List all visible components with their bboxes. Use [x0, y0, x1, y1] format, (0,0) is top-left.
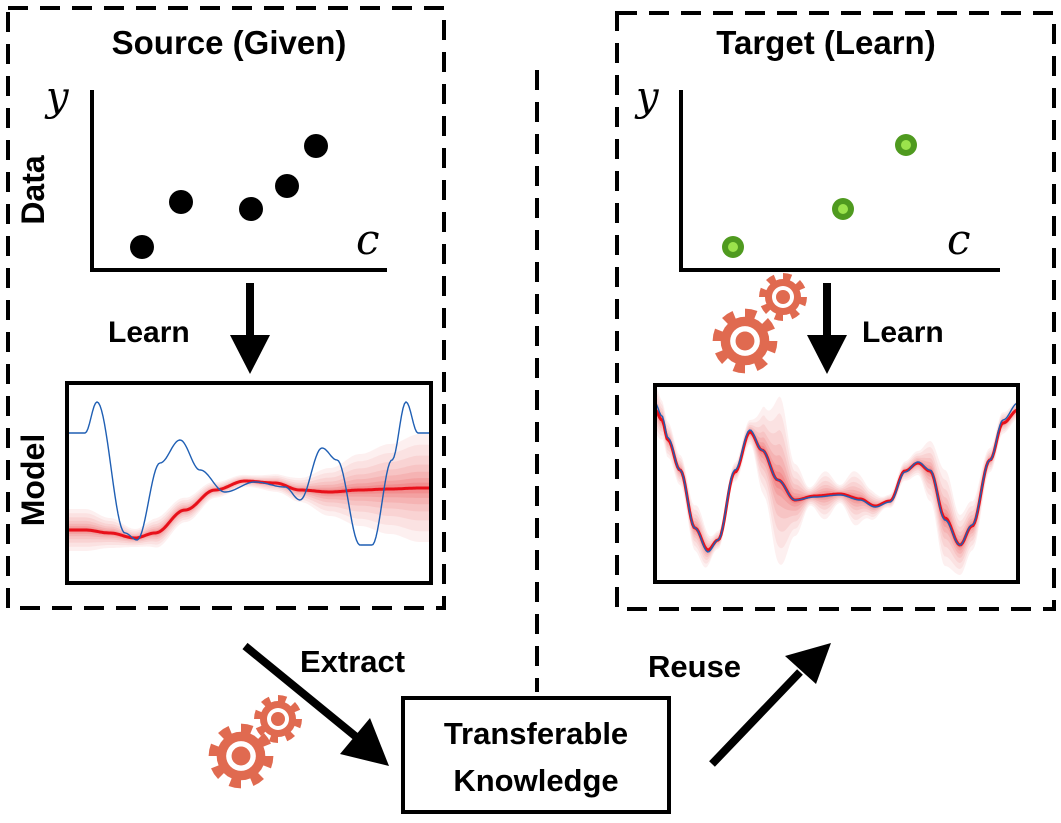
source-data-label: Data	[15, 155, 51, 225]
target-data-point-center	[728, 242, 738, 252]
target-data-point-center	[901, 140, 911, 150]
source-data-point	[239, 197, 263, 221]
source-axes	[90, 90, 387, 272]
target-data-point-center	[838, 204, 848, 214]
reuse-label: Reuse	[648, 649, 741, 684]
source-learn-label: Learn	[108, 316, 190, 349]
source-data-point	[304, 134, 328, 158]
source-data-point	[275, 174, 299, 198]
knowledge-label-line2: Knowledge	[453, 763, 618, 798]
gear-icon	[712, 308, 778, 374]
true-function-curve	[67, 401, 430, 546]
uncertainty-band	[67, 471, 430, 541]
gear-icon	[254, 695, 302, 743]
extract-label: Extract	[300, 644, 405, 679]
target-axes	[679, 90, 1000, 272]
source-data-point	[130, 235, 154, 259]
target-model-frame	[653, 383, 1020, 584]
source-title: Source (Given)	[112, 24, 347, 61]
source-data-plot: y c	[44, 74, 387, 272]
target-learn-label: Learn	[862, 316, 944, 349]
target-title: Target (Learn)	[716, 24, 935, 61]
source-x-axis-symbol: c	[356, 215, 380, 264]
reuse-arrow	[709, 669, 803, 767]
source-learn-arrowhead	[230, 335, 270, 374]
uncertainty-band	[67, 434, 430, 551]
mean-curve	[67, 479, 430, 540]
source-panel	[6, 6, 446, 610]
uncertainty-band	[67, 464, 430, 542]
knowledge-box	[401, 696, 671, 814]
uncertainty-band	[67, 444, 430, 547]
target-model-curves	[655, 386, 1018, 575]
uncertainty-band	[655, 386, 1018, 575]
source-model-plot	[65, 381, 433, 585]
target-data-plot: y c	[634, 74, 1000, 272]
target-learn-arrowhead	[807, 335, 847, 374]
target-panel	[615, 11, 1056, 611]
source-model-curves	[67, 401, 430, 551]
target-x-axis-symbol: c	[947, 215, 971, 264]
source-model-label: Model	[15, 434, 51, 526]
target-y-axis-symbol: y	[634, 74, 660, 120]
reuse-arrowhead	[785, 643, 831, 684]
extract-arrow	[242, 642, 363, 744]
knowledge-label-line1: Transferable	[444, 716, 628, 751]
uncertainty-band	[67, 455, 430, 544]
gear-icon	[759, 273, 807, 321]
true-function-curve	[655, 402, 1018, 553]
extract-arrowhead	[340, 718, 389, 766]
source-model-frame	[65, 381, 433, 585]
source-data-point	[169, 190, 193, 214]
uncertainty-band	[67, 478, 430, 540]
target-model-plot	[653, 383, 1020, 584]
source-y-axis-symbol: y	[44, 74, 70, 120]
